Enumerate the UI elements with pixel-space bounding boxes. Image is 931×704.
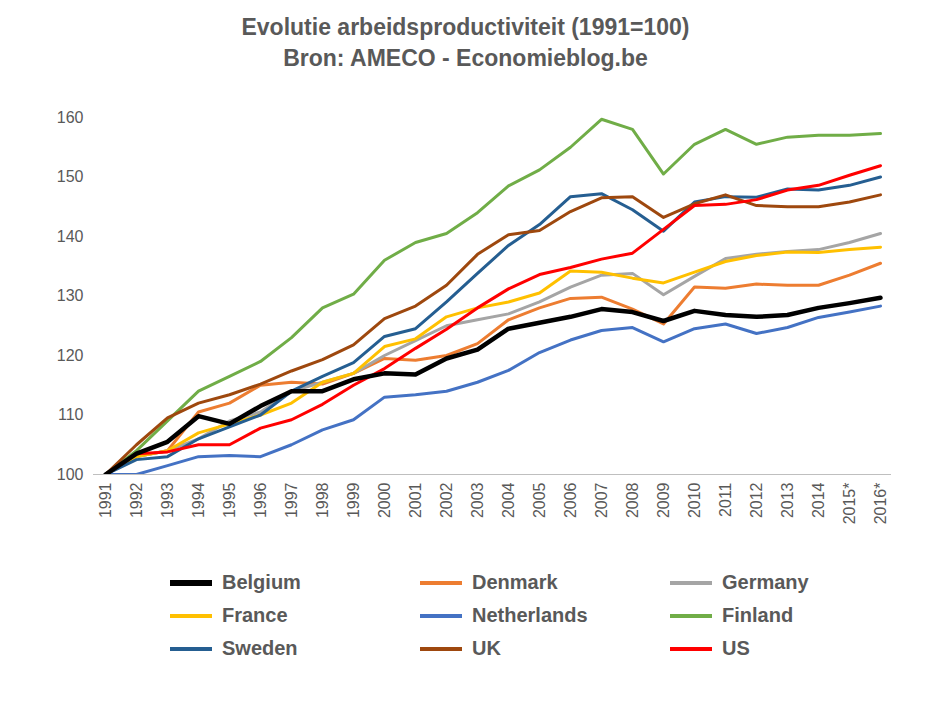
svg-text:130: 130 — [57, 287, 84, 304]
svg-text:2000: 2000 — [376, 482, 393, 518]
html-text:Belgium: Belgium — [222, 571, 301, 593]
svg-text:2001: 2001 — [407, 482, 424, 518]
svg-text:120: 120 — [57, 347, 84, 364]
svg-text:2011: 2011 — [717, 482, 734, 517]
svg-text:2003: 2003 — [469, 482, 486, 518]
html-text:Finland: Finland — [722, 604, 794, 626]
svg-text:2015*: 2015* — [841, 483, 858, 525]
svg-text:1998: 1998 — [314, 482, 331, 518]
svg-text:2002: 2002 — [438, 482, 455, 518]
svg-text:1995: 1995 — [221, 482, 238, 518]
html-text:Denmark: Denmark — [472, 571, 558, 593]
html-text:US: US — [722, 637, 750, 659]
html-text:Netherlands: Netherlands — [472, 604, 588, 626]
svg-text:1991: 1991 — [97, 482, 114, 518]
svg-text:1997: 1997 — [283, 482, 300, 518]
svg-text:110: 110 — [58, 406, 84, 423]
svg-text:1996: 1996 — [252, 482, 269, 518]
svg-text:1994: 1994 — [190, 482, 207, 518]
html-text:Evolutie arbeidsproductiviteit: Evolutie arbeidsproductiviteit (1991=100… — [241, 14, 690, 40]
svg-text:2007: 2007 — [593, 482, 610, 518]
svg-text:150: 150 — [57, 168, 84, 185]
html-text:UK: UK — [472, 637, 501, 659]
html-text:Sweden: Sweden — [222, 637, 298, 659]
svg-text:2012: 2012 — [748, 482, 765, 518]
svg-text:2008: 2008 — [624, 482, 641, 518]
svg-text:2014: 2014 — [810, 482, 827, 518]
svg-text:2005: 2005 — [531, 482, 548, 518]
svg-text:2004: 2004 — [500, 482, 517, 518]
svg-text:1992: 1992 — [128, 482, 145, 518]
svg-text:2016*: 2016* — [872, 483, 889, 525]
svg-text:1993: 1993 — [159, 482, 176, 518]
svg-text:140: 140 — [57, 228, 84, 245]
svg-text:2010: 2010 — [686, 482, 703, 518]
html-text:France: France — [222, 604, 288, 626]
html-text:Bron: AMECO - Economieblog.be: Bron: AMECO - Economieblog.be — [283, 45, 648, 71]
svg-text:100: 100 — [57, 466, 84, 483]
svg-text:1999: 1999 — [345, 482, 362, 518]
svg-text:2006: 2006 — [562, 482, 579, 518]
svg-text:2013: 2013 — [779, 482, 796, 518]
svg-text:160: 160 — [57, 109, 84, 126]
svg-text:2009: 2009 — [655, 482, 672, 518]
html-text:Germany: Germany — [722, 571, 809, 593]
